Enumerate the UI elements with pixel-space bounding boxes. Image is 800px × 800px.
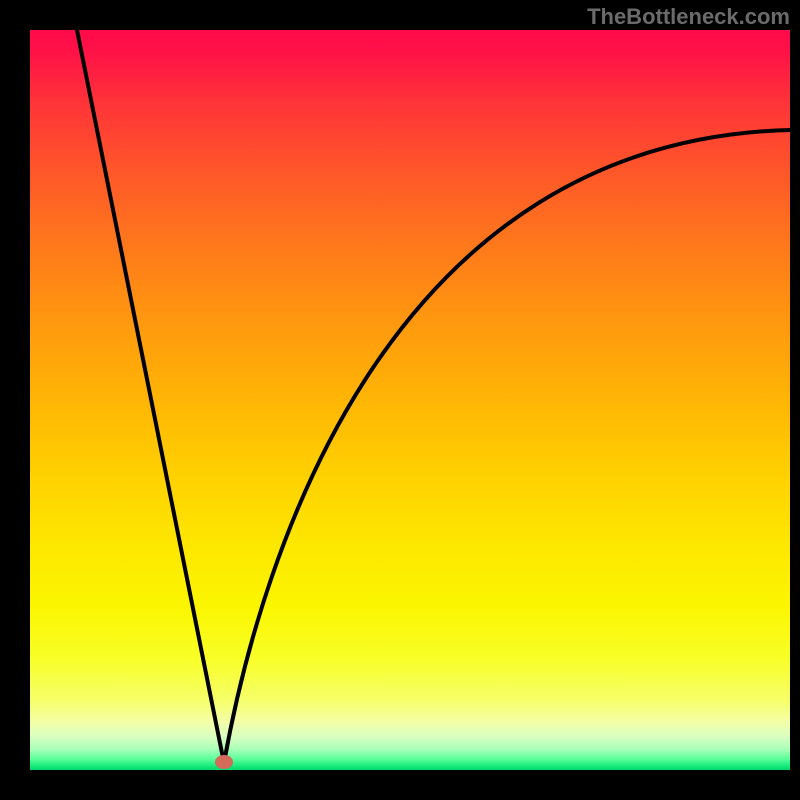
watermark-text: TheBottleneck.com	[587, 4, 790, 30]
plot-area	[30, 30, 790, 770]
chart-container: { "canvas": { "width": 800, "height": 80…	[0, 0, 800, 800]
bottleneck-curve	[77, 30, 790, 763]
minimum-marker	[215, 755, 233, 769]
curve-layer	[30, 30, 790, 770]
